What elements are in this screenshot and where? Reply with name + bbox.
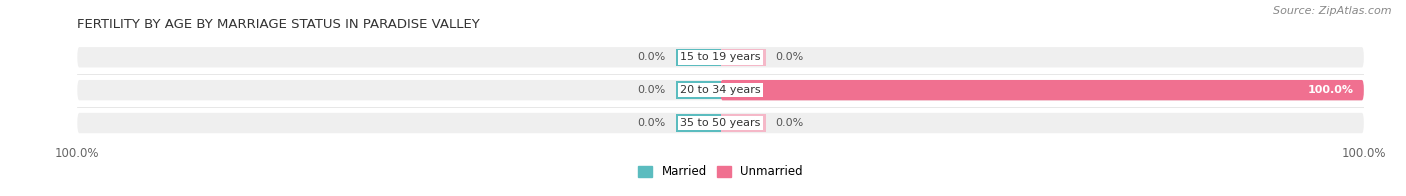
Bar — [721, 49, 766, 66]
Text: 0.0%: 0.0% — [638, 85, 666, 95]
FancyBboxPatch shape — [721, 80, 1364, 100]
Text: 20 to 34 years: 20 to 34 years — [681, 85, 761, 95]
Text: 0.0%: 0.0% — [775, 118, 803, 128]
Text: 0.0%: 0.0% — [638, 52, 666, 62]
Text: 0.0%: 0.0% — [775, 52, 803, 62]
Legend: Married, Unmarried: Married, Unmarried — [638, 165, 803, 178]
Bar — [721, 82, 766, 99]
Bar — [675, 114, 721, 132]
Bar — [721, 114, 766, 132]
FancyBboxPatch shape — [77, 47, 1364, 67]
FancyBboxPatch shape — [77, 80, 1364, 100]
Bar — [675, 82, 721, 99]
Text: 0.0%: 0.0% — [638, 118, 666, 128]
Text: FERTILITY BY AGE BY MARRIAGE STATUS IN PARADISE VALLEY: FERTILITY BY AGE BY MARRIAGE STATUS IN P… — [77, 18, 479, 31]
FancyBboxPatch shape — [77, 113, 1364, 133]
Text: Source: ZipAtlas.com: Source: ZipAtlas.com — [1274, 6, 1392, 16]
Bar — [675, 49, 721, 66]
Text: 100.0%: 100.0% — [1308, 85, 1354, 95]
Text: 35 to 50 years: 35 to 50 years — [681, 118, 761, 128]
Text: 15 to 19 years: 15 to 19 years — [681, 52, 761, 62]
